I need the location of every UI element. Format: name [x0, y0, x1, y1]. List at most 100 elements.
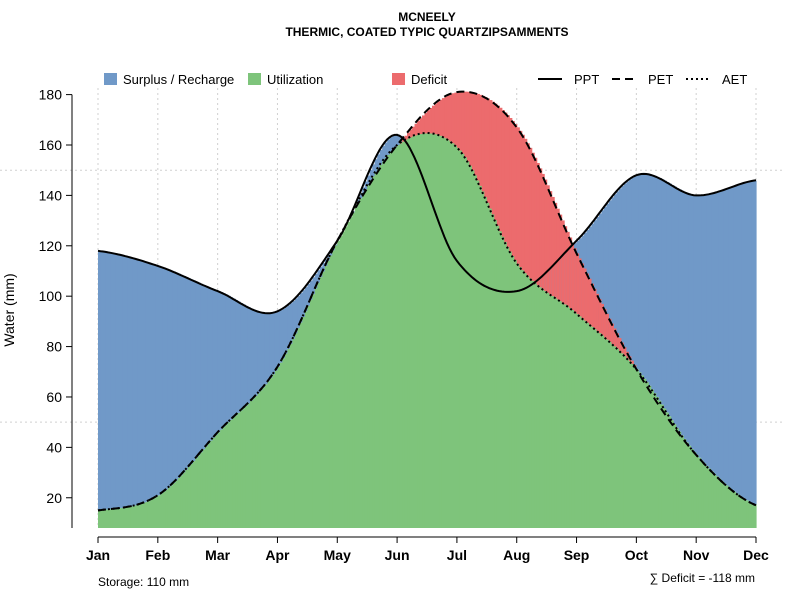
utilization-area: [459, 150, 463, 529]
deficit-area: [549, 191, 553, 295]
deficit-area: [494, 103, 498, 221]
surplus-area: [743, 183, 747, 499]
y-tick-label: 140: [39, 187, 63, 203]
surplus-area: [240, 303, 244, 411]
deficit-area: [404, 135, 408, 141]
ppt-line: [97, 133, 757, 315]
utilization-area: [501, 236, 505, 529]
utilization-area: [269, 377, 274, 528]
line-layer: [97, 90, 757, 512]
utilization-area: [658, 400, 662, 528]
utilization-area: [439, 135, 443, 529]
surplus-area: [733, 186, 737, 492]
surplus-area: [264, 313, 269, 385]
surplus-area: [379, 149, 383, 165]
utilization-area: [334, 245, 338, 529]
y-tick-label: 40: [46, 439, 62, 455]
utilization-area: [327, 260, 331, 528]
utilization-area: [449, 141, 453, 528]
surplus-area: [362, 187, 366, 194]
legend-swatch-deficit: [392, 73, 405, 85]
utilization-area: [205, 446, 209, 528]
utilization-area: [207, 443, 211, 528]
surplus-area: [653, 175, 657, 394]
deficit-area: [579, 258, 583, 317]
utilization-area: [496, 225, 500, 528]
deficit-area: [598, 298, 603, 334]
surplus-area: [274, 312, 279, 371]
utilization-area: [242, 408, 246, 528]
deficit-area: [576, 253, 580, 315]
surplus-area: [698, 195, 702, 458]
utilization-area: [155, 496, 159, 528]
utilization-area: [419, 133, 423, 528]
deficit-area: [489, 100, 493, 209]
chart-title: MCNEELY: [398, 10, 456, 24]
deficit-area: [539, 168, 543, 288]
deficit-area: [613, 328, 618, 347]
deficit-area: [516, 127, 520, 264]
utilization-area: [404, 139, 408, 528]
utilization-area: [683, 438, 687, 528]
legend-label-aet: AET: [722, 72, 747, 87]
utilization-area: [98, 510, 102, 528]
surplus-area: [601, 210, 605, 336]
surplus-area: [260, 312, 264, 391]
utilization-area: [519, 266, 523, 528]
utilization-area: [379, 164, 383, 528]
area-layer: [98, 91, 757, 529]
surplus-area: [212, 289, 216, 438]
utilization-area: [494, 219, 498, 528]
legend: Surplus / Recharge Utilization Deficit PPT P…: [104, 72, 747, 87]
surplus-area: [312, 277, 316, 295]
utilization-area: [621, 353, 625, 528]
deficit-area: [556, 208, 560, 300]
x-tick-label-may: May: [324, 547, 351, 563]
utilization-area: [706, 465, 710, 528]
surplus-area: [389, 137, 393, 153]
surplus-area: [292, 300, 296, 339]
deficit-area: [449, 94, 453, 142]
surplus-area: [731, 187, 735, 490]
utilization-area: [579, 316, 583, 528]
utilization-area: [628, 360, 632, 528]
surplus-area: [671, 185, 675, 421]
utilization-area: [230, 419, 234, 528]
surplus-area: [307, 283, 311, 306]
utilization-area: [105, 509, 109, 528]
deficit-area: [631, 360, 635, 364]
surplus-area: [230, 297, 234, 420]
surplus-area: [628, 179, 632, 361]
utilization-area: [638, 372, 642, 528]
utilization-area: [481, 191, 485, 528]
utilization-area: [703, 463, 707, 528]
utilization-area: [232, 417, 236, 528]
x-tick-label-feb: Feb: [145, 547, 170, 563]
x-tick-label-oct: Oct: [625, 547, 649, 563]
surplus-area: [215, 290, 219, 435]
utilization-area: [212, 437, 216, 528]
utilization-area: [653, 393, 657, 528]
utilization-area: [441, 136, 446, 529]
surplus-area: [598, 213, 603, 333]
utilization-area: [287, 348, 291, 528]
deficit-area: [491, 101, 495, 215]
utilization-area: [422, 133, 426, 529]
surplus-area: [603, 206, 608, 338]
surplus-area: [235, 300, 239, 416]
surplus-area: [736, 185, 740, 494]
utilization-area: [314, 288, 318, 528]
surplus-area: [170, 270, 174, 486]
legend-label-ppt: PPT: [574, 72, 599, 87]
surplus-area: [112, 253, 117, 509]
deficit-area: [566, 231, 570, 307]
utilization-area: [584, 320, 588, 528]
utilization-area: [613, 346, 618, 528]
deficit-area: [484, 97, 488, 198]
utilization-area: [237, 412, 241, 528]
utilization-area: [329, 255, 333, 528]
utilization-area: [673, 424, 677, 528]
surplus-area: [289, 303, 294, 344]
utilization-area: [693, 452, 697, 528]
surplus-area: [105, 251, 109, 510]
